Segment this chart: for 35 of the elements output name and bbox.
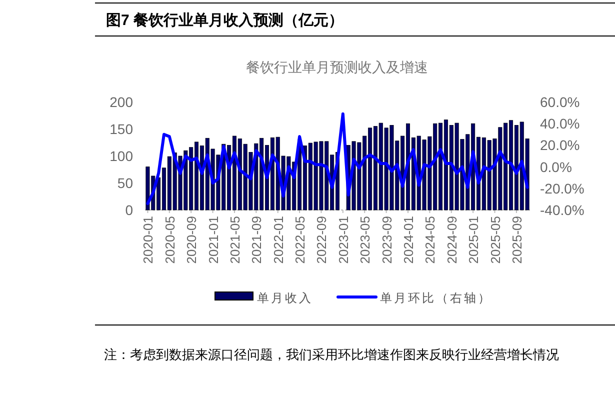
x-tick-label: 2023-05 bbox=[358, 216, 373, 264]
x-tick-label: 2022-01 bbox=[270, 216, 286, 264]
text: 注：考虑到数据来源口径问题，我们采用环比增速作图来反映行业经营增长情况 bbox=[104, 346, 560, 364]
legend-label: 单月收入 bbox=[257, 291, 313, 305]
y2-tick-label: 60.0% bbox=[540, 94, 580, 110]
x-tick-label: 2020-01 bbox=[140, 216, 156, 264]
y-tick-label: 150 bbox=[110, 121, 134, 137]
y2-tick-label: 0.0% bbox=[540, 158, 572, 175]
line-series bbox=[146, 112, 529, 206]
x-tick-label: 2024-09 bbox=[444, 216, 460, 264]
x-tick-label: 2025-05 bbox=[488, 216, 503, 264]
x-tick-label: 2021-05 bbox=[227, 216, 242, 264]
y-tick-label: 0 bbox=[125, 202, 134, 218]
y2-tick-label: 40.0% bbox=[540, 116, 580, 132]
x-tick-label: 2024-05 bbox=[422, 216, 438, 264]
y-tick-label: 200 bbox=[110, 94, 134, 110]
legend-label: 单月环比（右轴） bbox=[380, 291, 492, 305]
x-tick-label: 2023-01 bbox=[336, 216, 351, 264]
x-tick-label: 2021-01 bbox=[206, 216, 221, 264]
x-tick-label: 2023-09 bbox=[379, 216, 394, 264]
chart-title: 图7 餐饮行业单月收入预测（亿元） bbox=[106, 12, 344, 29]
x-tick-label: 2025-01 bbox=[466, 216, 482, 264]
y2-tick-label: -20.0% bbox=[540, 180, 584, 196]
x-tick-label: 2022-09 bbox=[314, 216, 330, 264]
x-tick-label: 2020-09 bbox=[184, 216, 200, 264]
chart-subtitle: 餐饮行业单月预测收入及增速 bbox=[246, 59, 428, 75]
y2-tick-label: 20.0% bbox=[540, 137, 580, 154]
x-tick-label: 2025-09 bbox=[509, 216, 524, 264]
x-tick-label: 2024-01 bbox=[400, 216, 416, 264]
x-tick-label: 2021-09 bbox=[249, 216, 264, 264]
x-tick-label: 2022-05 bbox=[292, 216, 308, 264]
y-tick-label: 100 bbox=[110, 148, 134, 164]
y2-tick-label: -40.0% bbox=[540, 202, 584, 218]
x-tick-label: 2020-05 bbox=[162, 216, 178, 264]
y-tick-label: 50 bbox=[117, 175, 134, 191]
